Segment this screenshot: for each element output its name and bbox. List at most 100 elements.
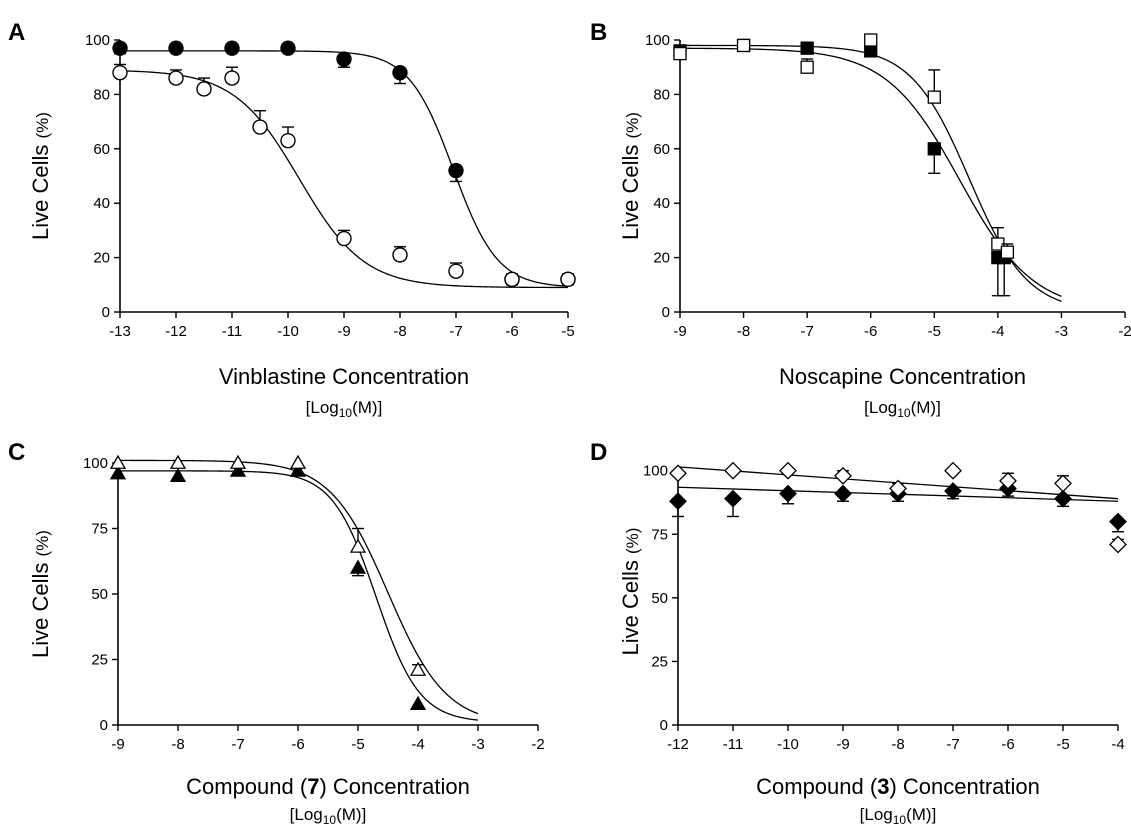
- x-tick-label: -8: [891, 736, 904, 753]
- x-tick-label: -7: [946, 736, 959, 753]
- x-tick-label: -5: [928, 323, 941, 340]
- data-point: [109, 465, 127, 480]
- data-point: [927, 142, 941, 156]
- x-tick-label: -13: [109, 323, 131, 340]
- y-tick-label: 40: [93, 195, 110, 212]
- x-tick-label: -9: [111, 736, 124, 753]
- y-tick-label: 75: [651, 526, 668, 543]
- x-axis-label: Compound (3) Concentration: [756, 774, 1040, 799]
- y-tick-label: 25: [91, 652, 108, 669]
- fit-curve: [118, 470, 479, 721]
- x-tick-label: -4: [991, 323, 1004, 340]
- data-point: [944, 461, 962, 480]
- x-axis-unit-label: [Log10(M)]: [860, 805, 937, 827]
- x-tick-label: -5: [561, 323, 574, 340]
- data-point: [112, 64, 128, 81]
- data-point: [224, 40, 240, 56]
- x-tick-label: -7: [231, 736, 244, 753]
- y-tick-label: 0: [102, 304, 110, 321]
- data-point: [349, 559, 367, 574]
- x-tick-label: -6: [864, 323, 877, 340]
- y-tick-label: 20: [653, 250, 670, 267]
- x-axis-label: Compound (7) Concentration: [186, 774, 470, 799]
- data-point: [779, 484, 797, 503]
- y-tick-label: 60: [93, 141, 110, 158]
- x-tick-label: -9: [836, 736, 849, 753]
- x-tick-label: -6: [505, 323, 518, 340]
- x-tick-label: -11: [723, 736, 744, 753]
- panel-d: D 0 25 50 75 100 -12 -11 -10 -9 -8 -7 -6 -5 -4 Live Cel…: [590, 439, 1127, 827]
- data-point: [229, 462, 247, 477]
- data-point: [889, 479, 907, 498]
- x-tick-label: -6: [1001, 736, 1014, 753]
- x-axis-unit-label: [Log10(M)]: [306, 398, 383, 420]
- series-diamond-open: [669, 461, 1127, 554]
- x-tick-label: -12: [667, 736, 689, 753]
- x-tick-label: -3: [471, 736, 484, 753]
- x-tick-label: -7: [800, 323, 813, 340]
- data-point: [229, 454, 247, 469]
- y-axis-label: Live Cells (%): [28, 112, 53, 240]
- data-point: [409, 695, 427, 710]
- y-axis-label: Live Cells (%): [618, 528, 643, 656]
- data-point: [169, 454, 187, 469]
- panel-letter: C: [8, 439, 25, 466]
- data-point: [669, 492, 687, 511]
- data-point: [349, 538, 367, 553]
- data-point: [927, 90, 941, 104]
- data-point: [800, 41, 814, 55]
- x-tick-label: -11: [222, 323, 243, 340]
- y-tick-label: 80: [93, 86, 110, 103]
- y-axis-label: Live Cells (%): [618, 112, 643, 240]
- data-point: [169, 467, 187, 483]
- data-point: [448, 162, 464, 179]
- y-tick-label: 100: [645, 32, 670, 49]
- fit-curve: [120, 50, 569, 287]
- y-tick-label: 0: [100, 717, 108, 734]
- series-circle-open: [112, 63, 576, 289]
- y-tick-label: 100: [83, 455, 108, 472]
- x-tick-label: -5: [1056, 736, 1069, 753]
- x-axis-label: Vinblastine Concentration: [219, 364, 469, 389]
- x-tick-label: -2: [531, 736, 544, 753]
- data-point: [109, 454, 127, 469]
- series-square-open: [673, 33, 1062, 302]
- y-axis-label: Live Cells (%): [28, 530, 53, 658]
- x-axis-label: Noscapine Concentration: [779, 364, 1026, 389]
- x-tick-label: -9: [337, 323, 350, 340]
- data-point: [1109, 512, 1127, 531]
- data-point: [392, 64, 408, 81]
- x-tick-label: -8: [171, 736, 184, 753]
- x-tick-label: -10: [277, 323, 299, 340]
- panel-a: A 0 20 40 60 80 100 -13 -12 -11 -10 -9 -8 -7 -6 -5 Live …: [8, 19, 576, 420]
- data-point: [834, 484, 852, 503]
- data-point: [280, 132, 296, 149]
- series-triangle-filled: [109, 462, 479, 721]
- y-tick-label: 20: [93, 250, 110, 267]
- x-tick-label: -9: [673, 323, 686, 340]
- data-point: [669, 464, 687, 483]
- data-point: [168, 40, 184, 56]
- data-point: [336, 230, 352, 247]
- x-tick-label: -3: [1055, 323, 1068, 340]
- data-point: [252, 119, 268, 135]
- data-point: [409, 661, 427, 676]
- data-point: [168, 70, 184, 86]
- x-tick-label: -4: [1111, 736, 1124, 753]
- x-tick-label: -4: [411, 736, 424, 753]
- data-point: [560, 271, 576, 288]
- data-point: [1000, 245, 1015, 259]
- data-point: [336, 51, 352, 67]
- y-tick-label: 50: [651, 590, 668, 607]
- data-point: [1054, 474, 1072, 493]
- data-point: [834, 466, 852, 485]
- x-tick-label: -5: [351, 736, 364, 753]
- data-point: [724, 489, 742, 508]
- data-point: [999, 471, 1017, 490]
- y-tick-label: 40: [653, 195, 670, 212]
- data-point: [779, 461, 797, 480]
- data-point: [448, 263, 464, 279]
- data-point: [289, 454, 307, 469]
